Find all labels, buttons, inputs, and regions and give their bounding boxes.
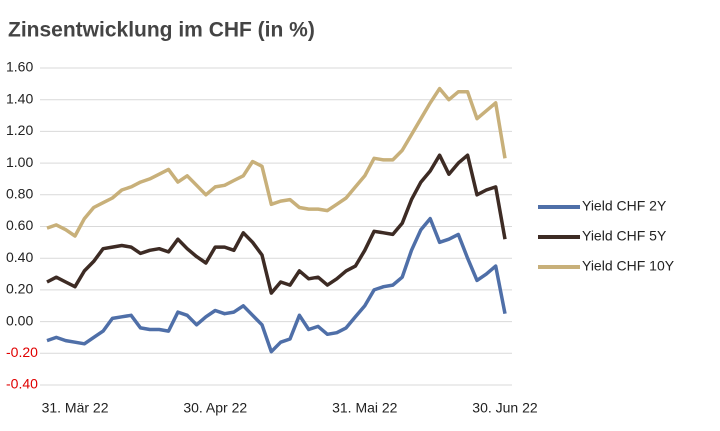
chart-title: Zinsentwicklung im CHF (in %)	[8, 19, 315, 42]
legend-label: Yield CHF 5Y	[582, 228, 667, 244]
series-line	[46, 153, 507, 295]
series-line	[46, 216, 507, 354]
x-tick-label: 31. Mär 22	[42, 400, 109, 416]
y-tick-label: 1.00	[6, 154, 33, 170]
y-tick-label: 0.40	[6, 249, 33, 265]
y-tick-label: 0.00	[6, 312, 33, 328]
y-tick-label: 1.40	[6, 90, 33, 106]
x-tick-label: 30. Apr 22	[183, 400, 247, 416]
legend-label: Yield CHF 2Y	[582, 198, 667, 214]
y-tick-label: 1.20	[6, 122, 33, 138]
series-line	[46, 86, 507, 238]
legend-label: Yield CHF 10Y	[582, 258, 675, 274]
x-tick-label: 31. Mai 22	[332, 400, 398, 416]
y-tick-label: -0.40	[6, 376, 38, 392]
y-tick-label: -0.20	[6, 344, 38, 360]
x-tick-label: 30. Jun 22	[472, 400, 538, 416]
y-tick-label: 0.80	[6, 186, 33, 202]
y-tick-label: 0.20	[6, 281, 33, 297]
y-tick-label: 1.60	[6, 59, 33, 75]
y-tick-label: 0.60	[6, 217, 33, 233]
